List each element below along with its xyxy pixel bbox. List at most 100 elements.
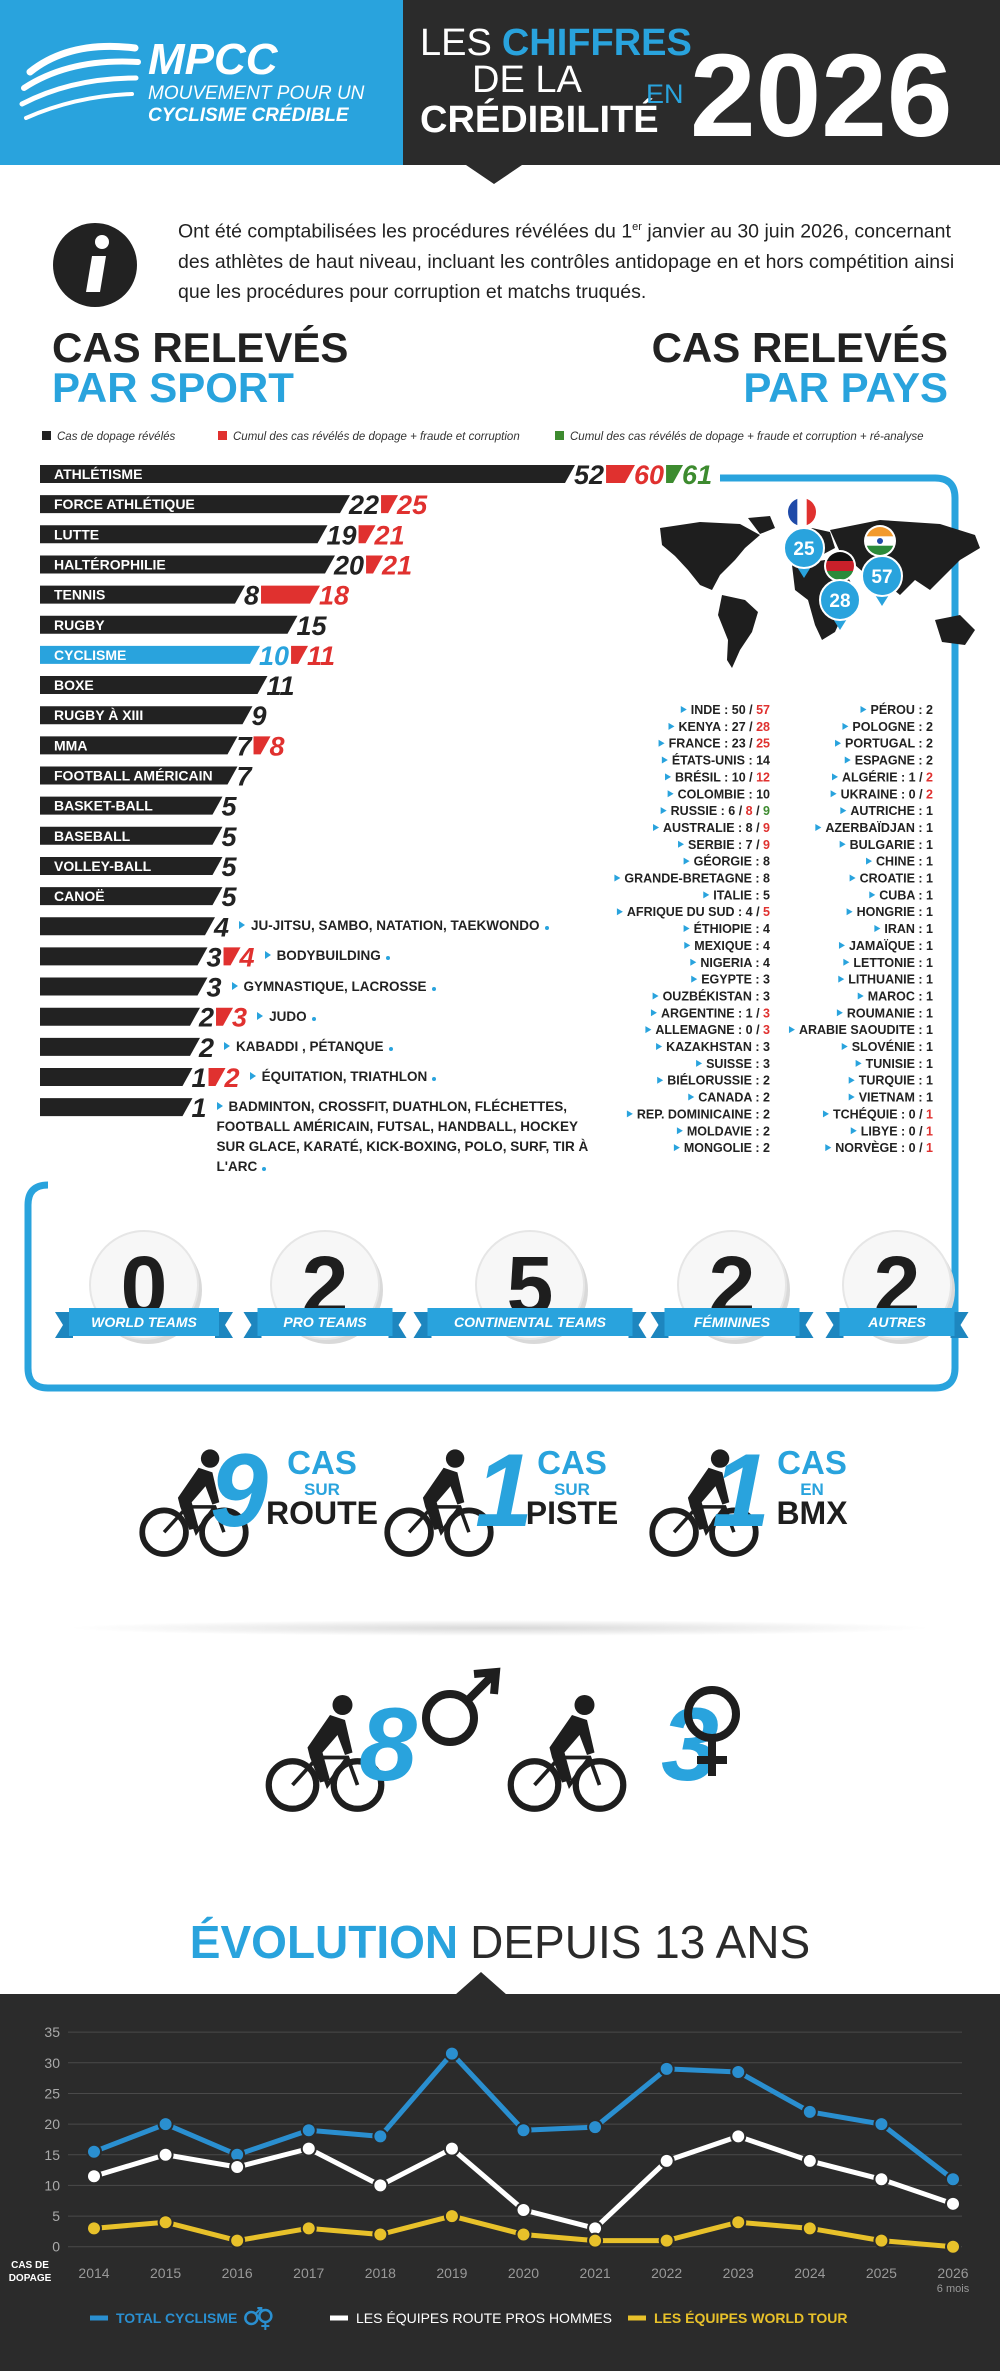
- country-entry: ÉTHIOPIE : 4: [694, 921, 770, 936]
- bullet: [841, 1043, 848, 1050]
- bar-extension: [666, 465, 684, 483]
- bullet: [848, 1076, 855, 1084]
- country-value: 50: [732, 703, 746, 717]
- rider: [177, 1467, 220, 1530]
- country-name: VIETNAM: [859, 1091, 915, 1105]
- bullet: [832, 773, 838, 781]
- sport-name: RUGBY: [54, 617, 105, 633]
- sport-name: CANOË: [54, 888, 105, 904]
- sport-name: TENNIS: [54, 587, 105, 603]
- cyclist-icon: [384, 1449, 494, 1557]
- sport-group-name: JUDO: [269, 1008, 307, 1024]
- value-label: 4: [239, 942, 255, 972]
- bullet: [838, 975, 845, 983]
- bullet: [257, 1011, 264, 1020]
- country-value: 4: [763, 956, 770, 970]
- title-word: CRÉDIBILITÉ: [420, 97, 659, 141]
- country-value: 1: [909, 770, 916, 784]
- country-name: REP. DOMINICAINE: [637, 1107, 752, 1121]
- value-label: 8: [270, 731, 285, 761]
- bar: [40, 1037, 200, 1056]
- discipline-cas: CAS: [777, 1444, 847, 1481]
- y-tick-label: 0: [52, 2239, 60, 2255]
- chart-notch: [455, 1972, 507, 1995]
- series-point: [86, 2168, 102, 2185]
- country-value: 7: [746, 838, 753, 852]
- country-entry: CHINE : 1: [876, 855, 933, 869]
- country-value: 2: [763, 1107, 770, 1121]
- legend-label: Cumul des cas révélés de dopage + fraude…: [570, 431, 924, 443]
- team-label: CONTINENTAL TEAMS: [454, 1314, 607, 1330]
- country-entry: IRAN : 1: [884, 922, 933, 936]
- country-entry: OUZBÉKISTAN : 3: [663, 988, 770, 1003]
- value-label: 1: [192, 1063, 207, 1093]
- separator: :: [898, 1141, 909, 1155]
- bar: [40, 525, 328, 544]
- cyclist-icon: [265, 1695, 385, 1812]
- bar: [40, 555, 335, 574]
- bullet-dot: [385, 956, 390, 961]
- country-name: AFRIQUE DU SUD: [627, 905, 735, 919]
- separator: :: [745, 754, 756, 768]
- bullet: [249, 1072, 256, 1080]
- country-entry: AUTRICHE : 1: [850, 804, 933, 818]
- bullet: [860, 706, 867, 713]
- country-name: AZERBAÏDJAN: [825, 820, 915, 835]
- bullet: [691, 975, 698, 983]
- separator: :: [752, 888, 763, 902]
- divider: [70, 1620, 930, 1636]
- bar-extension: [261, 585, 320, 604]
- country-value: 1: [926, 821, 933, 835]
- country-name: CUBA: [879, 888, 915, 902]
- country-name: HONGRIE: [857, 905, 915, 919]
- ribbon-tail: [825, 1312, 844, 1338]
- country-name: AUTRICHE: [850, 804, 915, 818]
- country-value: 2: [763, 1074, 770, 1088]
- country-entry: HONGRIE : 1: [857, 905, 933, 919]
- separator: :: [915, 922, 926, 936]
- separator: :: [915, 720, 926, 734]
- rider: [687, 1467, 730, 1530]
- country-entry: TUNISIE : 1: [866, 1057, 933, 1071]
- bar-extension: [381, 495, 399, 514]
- series-point: [801, 2220, 818, 2237]
- country-name: ITALIE: [713, 888, 752, 902]
- country-value: 3: [763, 989, 770, 1003]
- country-value: 1: [926, 804, 933, 818]
- country-value: 2: [926, 737, 933, 751]
- country-entry: MOLDAVIE : 2: [687, 1124, 770, 1138]
- bullet: [843, 958, 850, 966]
- separator: :: [717, 804, 728, 818]
- country-entry: ESPAGNE : 2: [855, 754, 933, 768]
- series-point: [873, 2232, 890, 2249]
- ribbon: [839, 1308, 955, 1336]
- bullet: [653, 823, 660, 831]
- gender-value: 8: [359, 1687, 417, 1803]
- country-value: 1: [926, 1107, 933, 1121]
- y-axis-label: DOPAGE: [9, 2273, 52, 2284]
- country-name: NIGERIA: [700, 956, 752, 970]
- sport-name: FORCE ATHLÉTIQUE: [54, 496, 195, 512]
- rider-head: [574, 1695, 595, 1715]
- bullet: [696, 1059, 703, 1067]
- bar: [40, 977, 208, 996]
- bullet: [224, 1041, 231, 1050]
- separator: :: [898, 1107, 909, 1121]
- sport-name: BOXE: [54, 677, 94, 693]
- x-tick-label: 2024: [794, 2265, 825, 2281]
- bullet: [657, 1076, 664, 1084]
- bar: [40, 1098, 193, 1117]
- legend-label: Cas de dopage révélés: [57, 431, 176, 443]
- ribbon-tail: [243, 1312, 262, 1338]
- bar: [40, 766, 238, 785]
- country-value: 4: [763, 939, 770, 953]
- rider-head: [332, 1695, 353, 1715]
- country-name: ESPAGNE: [855, 754, 915, 768]
- country-name: JAMAÏQUE: [849, 938, 915, 953]
- separator: :: [721, 770, 732, 784]
- country-entry: POLOGNE : 2: [852, 720, 933, 734]
- bar-extension: [216, 1007, 234, 1026]
- country-value: 1: [926, 1057, 933, 1071]
- country-name: NORVÈGE: [835, 1140, 897, 1155]
